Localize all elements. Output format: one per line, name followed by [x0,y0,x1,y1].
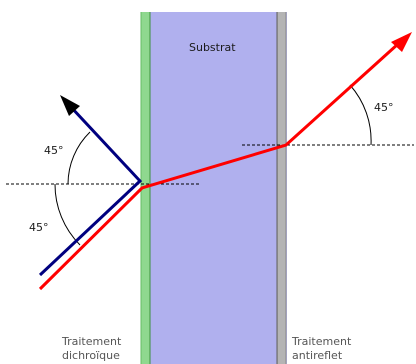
angle-label-upper-left: 45° [44,144,64,157]
antireflective-coating [277,12,286,364]
transmitted-beam [38,42,400,291]
angle-label-right: 45° [374,101,394,114]
angle-label-lower-left: 45° [29,221,49,234]
reflected-arrowhead-icon [60,95,80,116]
substrate-slab-inner-shade [150,12,276,364]
dichroic-coating-label-line1: Traitement [61,335,122,348]
angle-arc-right [349,84,372,146]
substrate-label: Substrat [189,41,236,54]
transmitted-arrowhead-icon [391,32,412,52]
antireflective-coating-label-line2: antireflet [292,349,343,362]
angle-arc-lower-left [54,183,81,246]
reflected-beam [38,104,143,277]
angle-arc-upper-left [67,131,91,185]
antireflective-coating-label-line1: Traitement [291,335,352,348]
dichroic-coating-label-line2: dichroïque [62,349,120,362]
